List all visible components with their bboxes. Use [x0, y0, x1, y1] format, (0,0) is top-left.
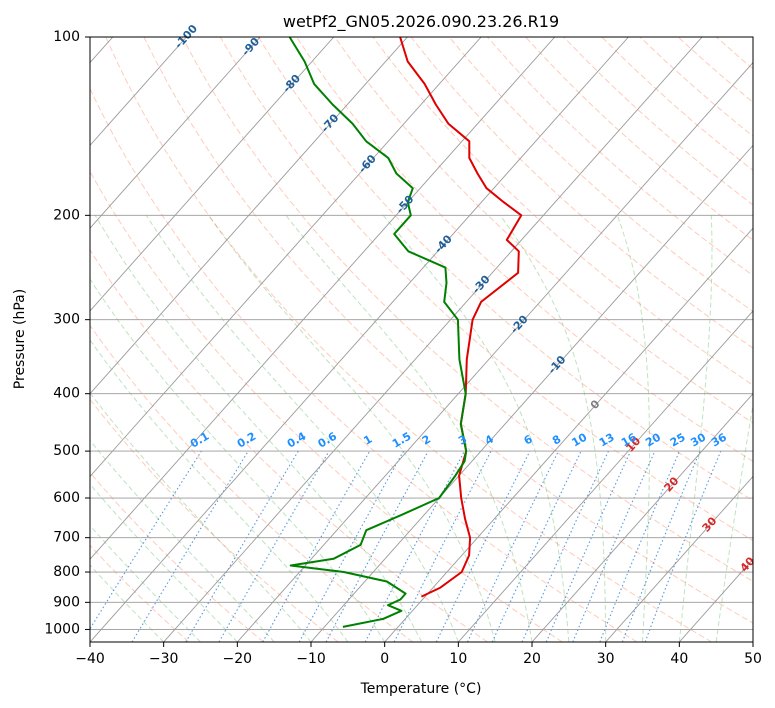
- x-axis-title: Temperature (°C): [360, 681, 482, 697]
- mixing-ratio-line: [90, 450, 202, 630]
- dry-adiabat: [143, 37, 753, 624]
- plot-frame: [89, 36, 754, 643]
- dry-adiabat: [257, 37, 753, 502]
- moist-adiabat: [94, 215, 422, 642]
- moist-adiabat: [678, 215, 713, 642]
- series-lines: [288, 37, 523, 628]
- isotherm-gridline: [163, 37, 703, 642]
- isotherm-gridline: [384, 227, 753, 642]
- mixing-ratio-line: [545, 450, 632, 642]
- mixing-ratio-line: [325, 450, 429, 642]
- mixing-ratio-line: [521, 450, 609, 642]
- moist-adiabat: [208, 215, 496, 642]
- mixing-ratio-line: [621, 450, 701, 642]
- moist-adiabat: [616, 215, 650, 642]
- moist-adiabat: [90, 339, 349, 642]
- axis-ticks: −40 −30 −20 −10 0 10 20 30 40 50 100 200 300 400 500 60…: [44, 29, 762, 667]
- y-tick-label: 900: [53, 594, 80, 610]
- mixing-ratio-line: [644, 450, 722, 642]
- dry-adiabat: [90, 170, 563, 642]
- isotherm-gridline: [605, 475, 753, 642]
- y-tick-label: 300: [53, 312, 80, 328]
- dry-adiabat: [90, 471, 264, 642]
- isotherm-gridline: [90, 37, 482, 478]
- mixing-ratio-line: [393, 450, 492, 642]
- dry-adiabat: [90, 248, 488, 642]
- temperature-line: [399, 37, 523, 598]
- moist-adiabat: [90, 392, 312, 642]
- y-tick-label: 400: [53, 386, 80, 402]
- isotherm-gridline: [310, 144, 753, 642]
- dry-adiabat: [448, 37, 753, 313]
- x-tick-label: −30: [149, 651, 179, 667]
- grid-lines: [90, 37, 753, 642]
- dry-adiabat: [90, 87, 638, 642]
- mixing-ratio-line: [435, 450, 531, 642]
- mixing-ratio-line: [572, 450, 656, 642]
- moist-adiabat: [90, 564, 165, 642]
- y-axis-title: Pressure (hPa): [12, 289, 28, 389]
- isotherm-gridline: [236, 61, 753, 642]
- moist-adiabat: [90, 524, 201, 642]
- isotherm-gridline: [90, 37, 261, 229]
- y-tick-label: 500: [53, 443, 80, 459]
- x-tick-label: 30: [597, 651, 615, 667]
- x-tick-label: 50: [744, 651, 762, 667]
- y-tick-label: 700: [53, 530, 80, 546]
- x-tick-label: 10: [449, 651, 467, 667]
- dry-adiabat: [296, 37, 753, 462]
- mixing-ratio-line: [298, 450, 404, 642]
- x-tick-label: −20: [223, 651, 253, 667]
- x-tick-label: 20: [523, 651, 541, 667]
- y-tick-label: 600: [53, 490, 80, 506]
- isotherm-gridline: [90, 37, 408, 395]
- x-tick-label: −40: [75, 651, 105, 667]
- isotherm-gridline: [90, 37, 629, 642]
- moist-adiabat: [499, 215, 607, 642]
- moist-adiabat: [90, 483, 238, 642]
- dry-adiabat: [105, 37, 712, 642]
- isotherm-gridline: [531, 393, 753, 642]
- dry-adiabat: [181, 37, 753, 582]
- x-tick-label: 40: [670, 651, 688, 667]
- moist-adiabat: [145, 215, 459, 642]
- isotherm-gridline: [90, 37, 187, 147]
- isotherm-gridline: [457, 310, 753, 642]
- moist-adiabat: [285, 214, 533, 642]
- y-tick-label: 1000: [44, 621, 80, 637]
- moist-adiabat: [90, 278, 386, 642]
- x-tick-label: −10: [296, 651, 326, 667]
- y-tick-label: 200: [53, 207, 80, 223]
- y-tick-label: 100: [53, 29, 80, 45]
- mixing-ratio-line: [599, 450, 681, 642]
- x-tick-label: 0: [380, 651, 389, 667]
- dry-adiabat: [372, 37, 753, 386]
- dewpoint-line: [288, 37, 468, 628]
- y-tick-label: 800: [53, 564, 80, 580]
- moist-adiabat: [90, 439, 275, 642]
- isotherm-gridline: [90, 37, 335, 312]
- chart-title: wetPf2_GN05.2026.090.23.26.R19: [283, 12, 559, 32]
